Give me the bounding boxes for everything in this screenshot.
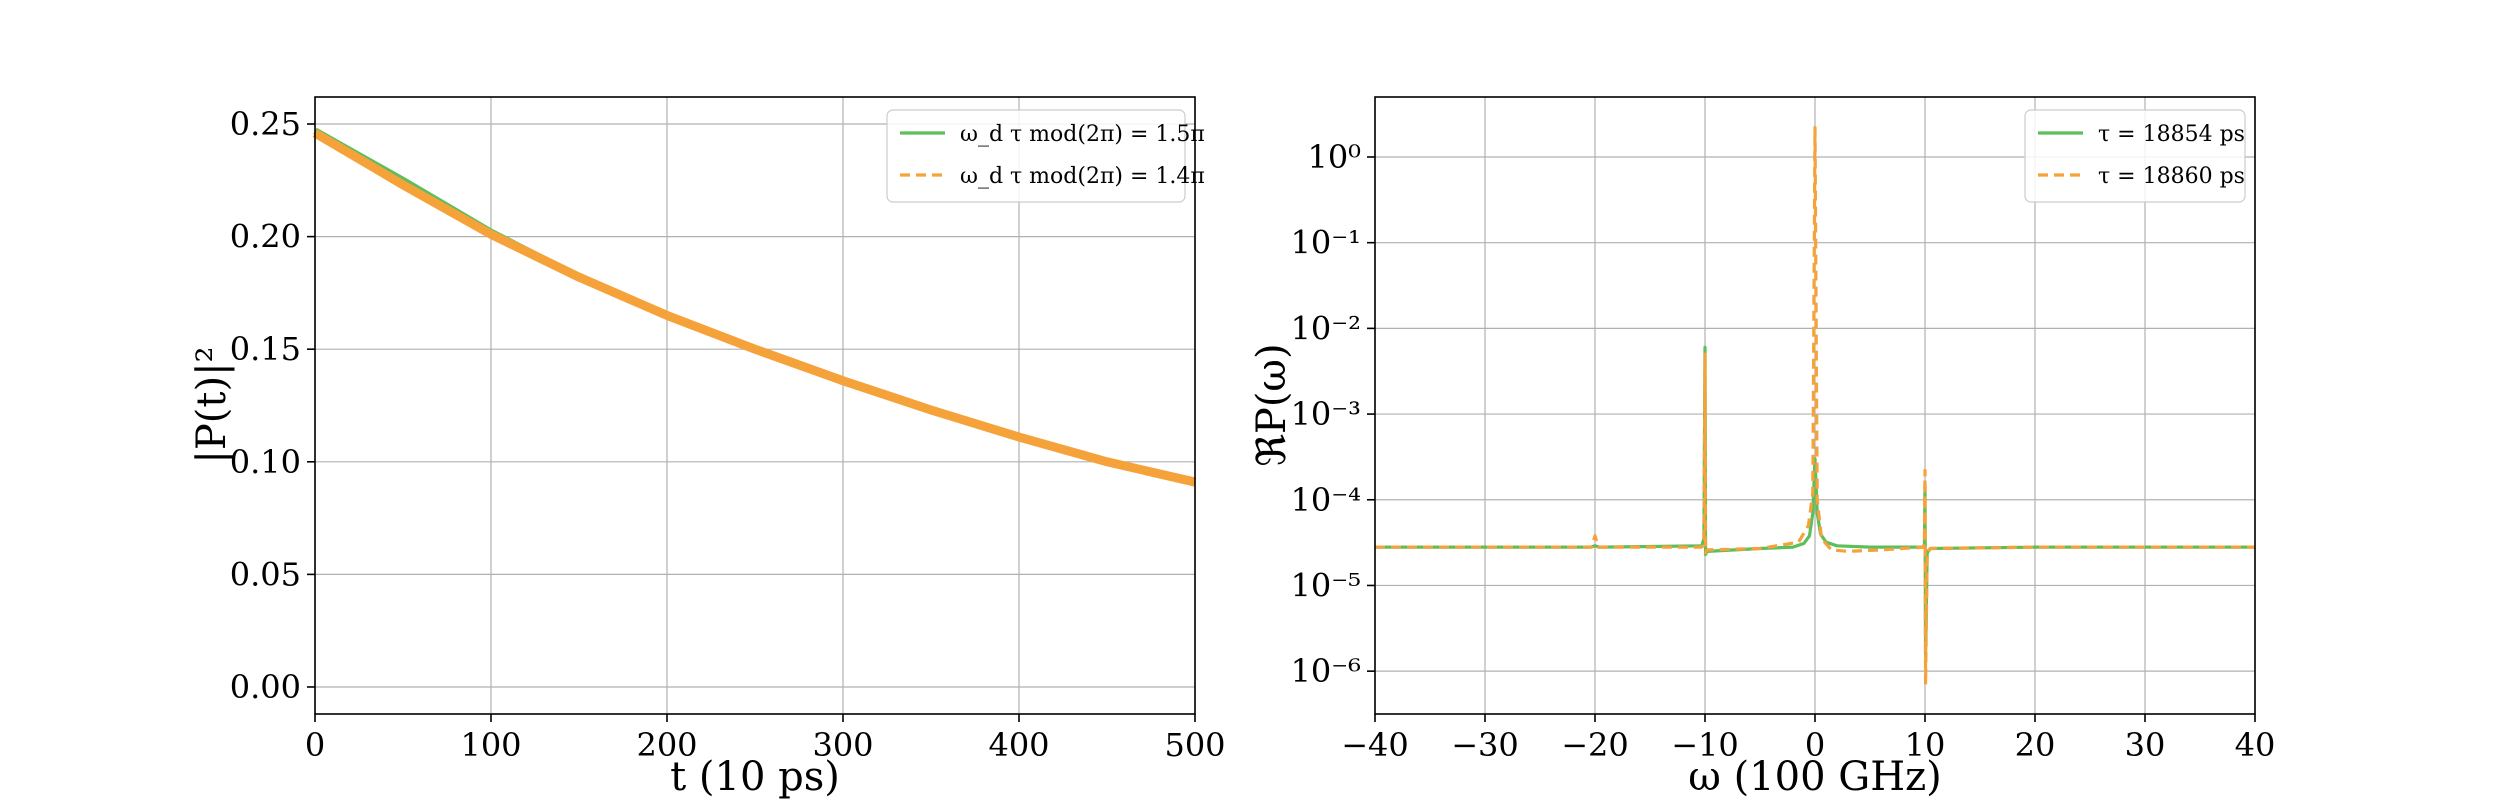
right-x-axis-label: ω (100 GHz) xyxy=(1688,754,1942,800)
y-tick-label: 10⁻² xyxy=(1291,309,1361,347)
x-tick-label: 30 xyxy=(2125,726,2166,764)
x-tick-label: 40 xyxy=(2235,726,2276,764)
y-tick-label: 0.25 xyxy=(230,105,301,143)
left-ticks: 0 100 200 300 400 500 0.00 0.05 0.10 0.15 0.20 0.25 xyxy=(230,105,1226,764)
y-tick-label: 0.20 xyxy=(230,218,301,256)
series-line-1 xyxy=(1375,126,2255,687)
right-series xyxy=(1375,126,2255,687)
y-tick-label: 10⁻⁵ xyxy=(1291,566,1361,604)
y-tick-label: 10⁻³ xyxy=(1291,395,1361,433)
left-legend-label-0: ω_d τ mod(2π) = 1.5π xyxy=(960,122,1205,147)
x-tick-label: 100 xyxy=(460,726,521,764)
y-tick-label: 0.10 xyxy=(230,443,301,481)
right-legend-label-1: τ = 18860 ps xyxy=(2098,164,2245,189)
y-tick-label: 10⁻⁴ xyxy=(1291,481,1361,519)
y-tick-label: 0.15 xyxy=(230,330,301,368)
y-tick-label: 0.05 xyxy=(230,555,301,593)
left-legend-label-1: ω_d τ mod(2π) = 1.4π xyxy=(960,164,1205,189)
x-tick-label: −10 xyxy=(1671,726,1739,764)
left-series xyxy=(312,127,1197,487)
y-tick-label: 10⁻⁶ xyxy=(1291,652,1361,690)
x-tick-label: 400 xyxy=(988,726,1049,764)
y-tick-label: 10⁰ xyxy=(1307,138,1361,176)
x-tick-label: 200 xyxy=(636,726,697,764)
series-line-1 xyxy=(312,129,1197,487)
right-ticks: −40 −30 −20 −10 0 10 20 30 40 10⁰ 10⁻¹ 10⁻² 10⁻³ 10⁻⁴… xyxy=(1291,138,2276,764)
left-legend-box xyxy=(886,109,1186,203)
left-legend: ω_d τ mod(2π) = 1.5π ω_d τ mod(2π) = 1.4… xyxy=(886,109,1205,203)
x-tick-label: 300 xyxy=(812,726,873,764)
x-tick-label: 20 xyxy=(2015,726,2056,764)
right-legend: τ = 18854 ps τ = 18860 ps xyxy=(2024,109,2246,203)
right-y-axis-label: ℜP(ω) xyxy=(1249,343,1295,466)
right-legend-label-0: τ = 18854 ps xyxy=(2098,122,2245,147)
x-tick-label: −40 xyxy=(1341,726,1409,764)
x-tick-label: 0 xyxy=(1805,726,1825,764)
left-plot: 0 100 200 300 400 500 0.00 0.05 0.10 0.15 0.20 0.25… xyxy=(189,96,1226,800)
y-tick-label: 10⁻¹ xyxy=(1291,224,1361,262)
y-tick-label: 0.00 xyxy=(230,668,301,706)
right-plot: −40 −30 −20 −10 0 10 20 30 40 10⁰ 10⁻¹ 10⁻² 10⁻³ 10⁻⁴… xyxy=(1249,96,2276,800)
left-axes-frame xyxy=(314,96,1196,715)
x-tick-label: 0 xyxy=(305,726,325,764)
x-tick-label: 10 xyxy=(1905,726,1946,764)
left-y-axis-label: |P(t)|² xyxy=(189,346,235,463)
x-tick-label: −20 xyxy=(1561,726,1629,764)
x-tick-label: 500 xyxy=(1164,726,1225,764)
left-x-axis-label: t (10 ps) xyxy=(670,754,840,800)
x-tick-label: −30 xyxy=(1451,726,1519,764)
